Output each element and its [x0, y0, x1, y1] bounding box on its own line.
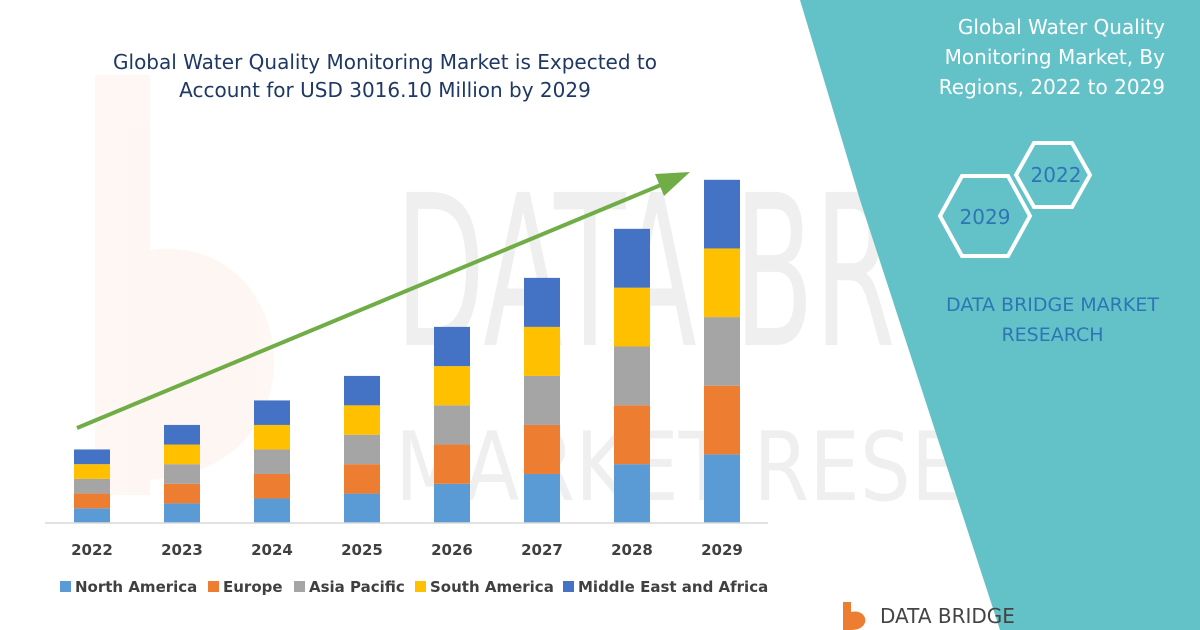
bar-asia-pacific-2027	[524, 375, 560, 425]
bar-north-america-2025	[344, 493, 380, 523]
bar-asia-pacific-2022	[74, 478, 110, 494]
chart-title-line-1: Global Water Quality Monitoring Market i…	[113, 50, 657, 74]
legend-swatch-north-america	[60, 581, 71, 592]
bar-europe-2024	[254, 473, 290, 499]
chart-title: Global Water Quality Monitoring Market i…	[60, 48, 710, 104]
side-title-line-3: Regions, 2022 to 2029	[938, 75, 1165, 99]
bar-europe-2027	[524, 424, 560, 474]
bar-europe-2029	[704, 385, 740, 455]
legend: North America Europe Asia Pacific South Ame…	[60, 578, 768, 596]
bar-europe-2022	[74, 493, 110, 509]
bar-north-america-2027	[524, 473, 560, 523]
bar-asia-pacific-2029	[704, 317, 740, 386]
bar-middle-east-africa-2022	[74, 449, 110, 465]
brand-line-1: DATA BRIDGE MARKET	[946, 294, 1159, 316]
bar-europe-2023	[164, 483, 200, 504]
bar-middle-east-africa-2025	[344, 375, 380, 406]
bar-north-america-2028	[614, 464, 650, 523]
badge-2029-label: 2029	[960, 205, 1011, 229]
bar-south-america-2023	[164, 444, 200, 465]
legend-label-europe: Europe	[223, 578, 283, 596]
bar-europe-2026	[434, 444, 470, 484]
x-tick-label-2028: 2028	[611, 541, 653, 559]
watermark-logo-bowl	[150, 248, 275, 480]
trend-arrow-line	[76, 180, 669, 430]
databridge-logo	[843, 602, 866, 630]
x-tick-label-2026: 2026	[431, 541, 473, 559]
bar-middle-east-africa-2026	[434, 326, 470, 367]
legend-label-middle-east-africa: Middle East and Africa	[578, 578, 768, 596]
x-tick-label-2025: 2025	[341, 541, 383, 559]
bar-europe-2028	[614, 405, 650, 465]
x-tick-labels: 2022 2023 2024 2025 2026 2027 2028 2029	[71, 541, 743, 559]
bar-south-america-2029	[704, 248, 740, 318]
watermark-logo-stem	[95, 75, 150, 495]
badge-2022-hexagon	[1013, 141, 1093, 209]
bar-south-america-2024	[254, 424, 290, 450]
bar-europe-2025	[344, 464, 380, 494]
chart-title-line-2: Account for USD 3016.10 Million by 2029	[179, 78, 591, 102]
bar-asia-pacific-2028	[614, 346, 650, 406]
bar-north-america-2022	[74, 508, 110, 523]
legend-swatch-middle-east-africa	[563, 581, 574, 592]
bar-south-america-2027	[524, 326, 560, 376]
legend-label-south-america: South America	[430, 578, 554, 596]
bar-north-america-2023	[164, 503, 200, 523]
legend-label-asia-pacific: Asia Pacific	[309, 578, 405, 596]
x-tick-label-2029: 2029	[701, 541, 743, 559]
logo-text: DATA BRIDGE	[880, 604, 1015, 628]
brand-line-2: RESEARCH	[1001, 324, 1104, 346]
bar-south-america-2025	[344, 405, 380, 435]
side-title-line-2: Monitoring Market, By	[944, 45, 1165, 69]
x-tick-label-2022: 2022	[71, 541, 113, 559]
bar-south-america-2026	[434, 366, 470, 406]
x-tick-label-2024: 2024	[251, 541, 293, 559]
side-panel	[800, 0, 1200, 630]
x-tick-label-2027: 2027	[521, 541, 563, 559]
legend-swatch-south-america	[415, 581, 426, 592]
chart: 2022 2023 2024 2025 2026 2027 2028 2029 North A…	[45, 172, 768, 596]
brand-name: DATA BRIDGE MARKET RESEARCH	[930, 290, 1175, 350]
bar-group	[74, 179, 740, 523]
bar-south-america-2028	[614, 287, 650, 347]
bar-middle-east-africa-2023	[164, 424, 200, 445]
bar-north-america-2024	[254, 498, 290, 523]
badge-2029-hexagon	[937, 174, 1033, 258]
bar-north-america-2029	[704, 454, 740, 523]
legend-label-north-america: North America	[75, 578, 197, 596]
bar-asia-pacific-2023	[164, 464, 200, 484]
bar-asia-pacific-2025	[344, 434, 380, 465]
side-title-line-1: Global Water Quality	[957, 15, 1165, 39]
x-tick-label-2023: 2023	[161, 541, 203, 559]
badge-2022-label: 2022	[1031, 163, 1082, 187]
bar-middle-east-africa-2028	[614, 228, 650, 288]
trend-arrow-head	[655, 172, 690, 196]
bar-middle-east-africa-2024	[254, 400, 290, 425]
bar-south-america-2022	[74, 464, 110, 479]
bar-middle-east-africa-2027	[524, 277, 560, 327]
bar-asia-pacific-2026	[434, 405, 470, 445]
bar-middle-east-africa-2029	[704, 179, 740, 249]
side-panel-title: Global Water Quality Monitoring Market, …	[900, 12, 1165, 102]
logo-mark-stem	[843, 602, 851, 630]
logo-mark-bowl	[851, 611, 866, 630]
bar-asia-pacific-2024	[254, 449, 290, 474]
legend-swatch-europe	[208, 581, 219, 592]
legend-swatch-asia-pacific	[294, 581, 305, 592]
bar-north-america-2026	[434, 483, 470, 523]
